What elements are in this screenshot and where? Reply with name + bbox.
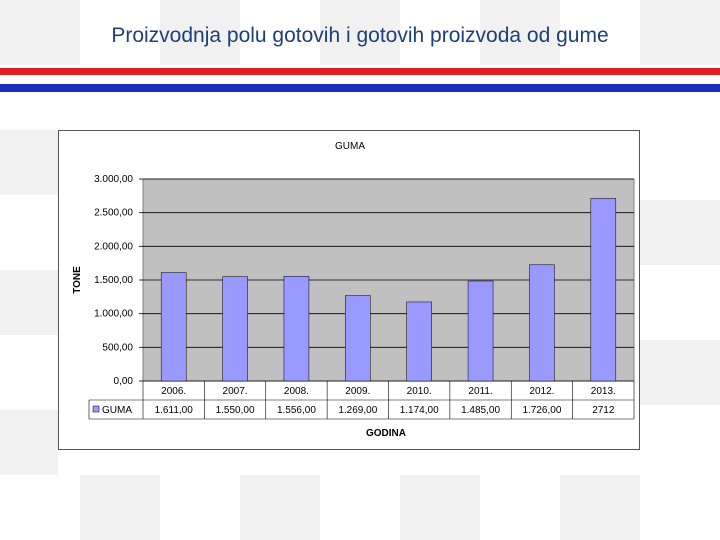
bar <box>529 264 555 382</box>
data-label: 1.550,00 <box>216 405 255 416</box>
data-label: 1.611,00 <box>155 405 194 416</box>
chart-frame: GUMA TONE GODINA 0,00 500,00 1.000,00 1.500… <box>58 130 640 450</box>
bar <box>467 280 494 382</box>
bar <box>590 198 617 382</box>
x-tick-label: 2010. <box>407 386 432 397</box>
y-tick-label: 1.000,00 <box>94 309 133 320</box>
slide-title: Proizvodnja polu gotovih i gotovih proiz… <box>111 24 609 47</box>
data-label: 1.269,00 <box>338 405 377 416</box>
x-tick-label: 2013. <box>591 386 616 397</box>
x-tick-label: 2012. <box>529 386 554 397</box>
x-tick-label: 2009. <box>345 386 370 397</box>
x-tick-label: 2007. <box>223 386 248 397</box>
x-tick-label: 2008. <box>284 386 309 397</box>
y-tick-label: 2.000,00 <box>94 241 133 252</box>
data-label: 1.485,00 <box>461 405 500 416</box>
bar <box>406 301 432 382</box>
bar <box>283 275 310 382</box>
y-tick-label: 500,00 <box>102 342 133 353</box>
stripe-red <box>0 68 720 75</box>
x-tick-label: 2011. <box>468 386 492 397</box>
stripe-white <box>0 75 720 84</box>
data-label: 2712 <box>592 405 615 416</box>
x-tick-label: 2006. <box>161 386 186 397</box>
bar <box>160 272 187 382</box>
legend-swatch <box>92 405 100 413</box>
y-tick-label: 3.000,00 <box>94 174 133 185</box>
y-axis-label: TONE <box>72 266 83 294</box>
x-axis-label: GODINA <box>366 428 406 439</box>
bar-chart: GUMA TONE GODINA 0,00 500,00 1.000,00 1.500… <box>72 141 635 439</box>
stripe-blue <box>0 84 720 92</box>
y-tick-label: 0,00 <box>114 376 134 387</box>
bar <box>222 276 248 382</box>
data-label: 1.174,00 <box>400 405 439 416</box>
y-tick-label: 1.500,00 <box>94 275 133 286</box>
chart-title: GUMA <box>335 141 365 152</box>
data-label: 1.726,00 <box>522 405 561 416</box>
y-tick-label: 2.500,00 <box>94 208 133 219</box>
legend-label: GUMA <box>102 405 132 416</box>
data-label: 1.556,00 <box>277 405 316 416</box>
bar <box>345 295 371 382</box>
